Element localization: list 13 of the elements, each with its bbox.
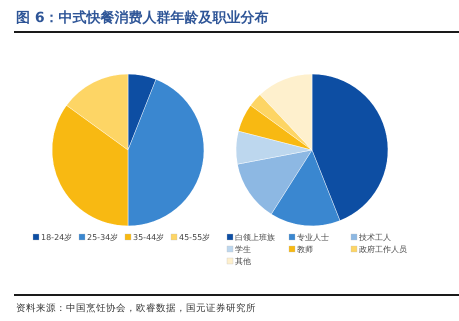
legend-label: 学生	[235, 245, 251, 254]
legend-label: 专业人士	[297, 233, 329, 242]
legend-label: 技术工人	[358, 233, 391, 242]
legend-label: 25-34岁	[87, 233, 118, 242]
text: 资料来源：中国烹饪协会，欧睿数据，国元证券研究所	[16, 302, 256, 314]
chart-title: 图 6：中式快餐消费人群年龄及职业分布	[16, 10, 269, 26]
legend-label: 45-55岁	[179, 233, 210, 242]
legend-label: 教师	[297, 245, 313, 254]
legend-label: 政府工作人员	[359, 245, 407, 254]
legend-label: 35-44岁	[133, 233, 164, 242]
legend-label: 白领上班族	[235, 233, 275, 242]
legend-label: 18-24岁	[41, 233, 72, 242]
legend-label: 其他	[235, 257, 251, 266]
